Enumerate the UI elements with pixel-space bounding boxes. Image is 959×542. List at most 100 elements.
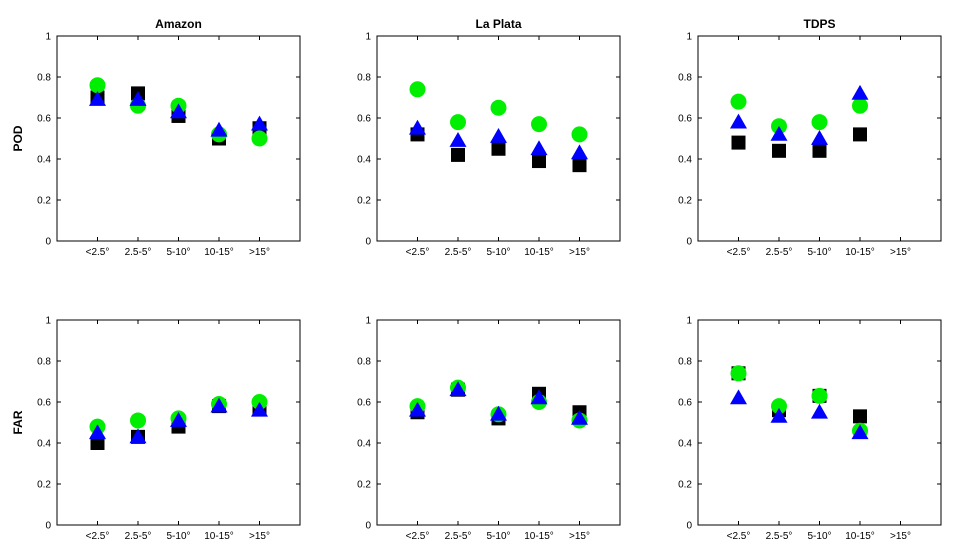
x-tick-label: >15° xyxy=(249,531,270,542)
data-point-circle xyxy=(852,97,868,114)
data-point-triangle xyxy=(811,403,828,419)
data-point-circle xyxy=(811,387,828,404)
y-tick-label: 0 xyxy=(365,521,371,532)
subplot-title: La Plata xyxy=(475,17,521,31)
data-point-circle xyxy=(89,77,106,94)
data-point-triangle xyxy=(449,132,467,147)
x-tick-label: 10-15° xyxy=(524,247,554,258)
y-tick-label: 0.8 xyxy=(678,73,692,84)
data-point-triangle xyxy=(89,91,106,106)
y-tick-label: 0 xyxy=(686,237,692,248)
data-point-triangle xyxy=(129,91,147,106)
data-point-square xyxy=(853,127,867,142)
data-point-triangle xyxy=(490,127,507,143)
data-point-triangle xyxy=(210,121,228,137)
data-point-square xyxy=(451,147,465,162)
data-point-triangle xyxy=(89,424,106,440)
y-axis-label: FAR xyxy=(11,410,25,434)
y-tick-label: 0.2 xyxy=(678,480,692,491)
y-tick-label: 0 xyxy=(45,237,51,248)
subplot-5: 0 0.2 0.4 0.6 0.8 1 <2.5° 2.5-5° 5-10° 10-15° >15° xyxy=(357,316,621,542)
data-point-circle xyxy=(571,126,588,143)
y-axis-label: POD xyxy=(11,125,25,151)
x-tick-label: 2.5-5° xyxy=(125,531,152,542)
y-tick-label: 0.6 xyxy=(678,398,692,409)
subplot-1: Amazon POD 0 0.2 0.4 0.6 0.8 1 <2.5° 2.5-5° 5-10° 1… xyxy=(11,17,301,258)
x-tick-label: 2.5-5° xyxy=(445,247,472,258)
data-point-circle xyxy=(811,114,828,131)
axes-box xyxy=(697,319,942,526)
x-tick-label: <2.5° xyxy=(727,531,751,542)
x-tick-label: <2.5° xyxy=(406,247,430,258)
x-tick-label: 2.5-5° xyxy=(125,247,152,258)
y-tick-label: 0.2 xyxy=(678,196,692,207)
x-tick-label: 10-15° xyxy=(845,531,875,542)
x-tick-label: 10-15° xyxy=(204,531,234,542)
data-point-triangle xyxy=(210,397,228,413)
x-tick-label: 5-10° xyxy=(486,247,510,258)
y-tick-label: 1 xyxy=(365,316,371,327)
y-tick-label: 0.2 xyxy=(37,480,51,491)
y-tick-label: 0.4 xyxy=(37,155,51,166)
subplot-3: TDPS 0 0.2 0.4 0.6 0.8 1 <2.5° 2.5-5° 5-10° 10-15°… xyxy=(678,17,942,258)
y-tick-label: 0.6 xyxy=(357,114,371,125)
subplot-6: 0 0.2 0.4 0.6 0.8 1 <2.5° 2.5-5° 5-10° 10-15° >15° xyxy=(678,316,942,542)
x-tick-label: <2.5° xyxy=(406,531,430,542)
x-tick-label: >15° xyxy=(890,531,911,542)
y-tick-label: 0.4 xyxy=(37,439,51,450)
x-tick-label: >15° xyxy=(890,247,911,258)
y-tick-label: 1 xyxy=(686,316,692,327)
x-tick-label: >15° xyxy=(569,247,590,258)
subplot-4: FAR 0 0.2 0.4 0.6 0.8 1 <2.5° 2.5-5° 5-10° 10-15° >… xyxy=(11,316,301,542)
data-point-triangle xyxy=(730,389,747,405)
data-point-triangle xyxy=(129,428,147,444)
y-tick-label: 0.8 xyxy=(678,357,692,368)
y-tick-label: 0.2 xyxy=(357,480,371,491)
y-tick-label: 1 xyxy=(365,32,371,43)
y-tick-label: 0.8 xyxy=(37,73,51,84)
x-tick-label: 2.5-5° xyxy=(445,531,472,542)
y-tick-label: 0.6 xyxy=(678,114,692,125)
data-point-circle xyxy=(130,412,146,429)
data-point-circle xyxy=(730,365,747,382)
data-point-triangle xyxy=(851,424,869,440)
data-point-triangle xyxy=(571,409,588,425)
x-tick-label: 5-10° xyxy=(166,531,190,542)
y-tick-label: 0.4 xyxy=(678,155,692,166)
data-point-square xyxy=(491,141,506,156)
x-tick-label: 10-15° xyxy=(204,247,234,258)
x-tick-label: 10-15° xyxy=(524,531,554,542)
data-point-triangle xyxy=(530,389,548,405)
data-point-triangle xyxy=(490,405,507,421)
y-tick-label: 0.4 xyxy=(678,439,692,450)
data-point-triangle xyxy=(409,401,426,417)
data-point-triangle xyxy=(170,411,187,427)
data-point-triangle xyxy=(851,84,869,100)
data-point-triangle xyxy=(730,113,747,129)
data-point-triangle xyxy=(409,119,426,135)
data-point-triangle xyxy=(251,401,268,417)
x-tick-label: 5-10° xyxy=(807,531,831,542)
data-point-triangle xyxy=(530,140,548,156)
x-tick-label: 5-10° xyxy=(166,247,190,258)
y-tick-label: 0.2 xyxy=(37,196,51,207)
y-tick-label: 0.6 xyxy=(37,398,51,409)
data-point-triangle xyxy=(251,115,268,131)
y-tick-label: 0 xyxy=(45,521,51,532)
data-point-square xyxy=(532,154,546,169)
y-tick-label: 0.4 xyxy=(357,155,371,166)
x-tick-label: 5-10° xyxy=(807,247,831,258)
data-point-circle xyxy=(730,93,747,110)
data-point-triangle xyxy=(770,407,788,423)
data-point-triangle xyxy=(170,103,187,119)
y-tick-label: 0.8 xyxy=(357,357,371,368)
y-tick-label: 0 xyxy=(365,237,371,248)
data-point-triangle xyxy=(811,130,828,145)
y-tick-label: 0 xyxy=(686,521,692,532)
data-point-triangle xyxy=(571,144,588,160)
data-point-triangle xyxy=(770,125,788,141)
data-point-circle xyxy=(251,130,268,147)
data-point-circle xyxy=(531,116,547,133)
y-tick-label: 1 xyxy=(45,32,51,43)
